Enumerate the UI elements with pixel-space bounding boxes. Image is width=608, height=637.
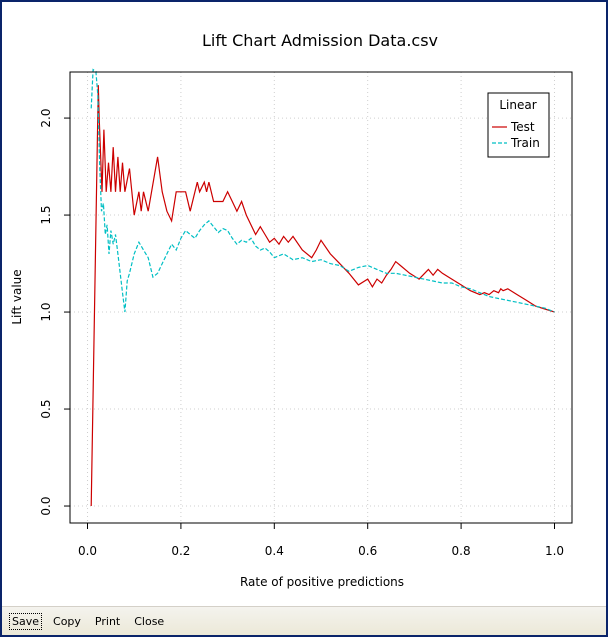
chart-title: Lift Chart Admission Data.csv bbox=[202, 31, 438, 50]
x-tick-label: 0.4 bbox=[265, 544, 284, 558]
legend-box bbox=[487, 92, 550, 158]
y-tick-label: 2.0 bbox=[39, 109, 53, 128]
legend-label-train: Train bbox=[510, 136, 540, 150]
button-bar: Save Copy Print Close bbox=[2, 606, 606, 635]
x-axis-label: Rate of positive predictions bbox=[240, 575, 404, 589]
series-layer bbox=[90, 68, 555, 507]
x-tick-label: 0.6 bbox=[358, 544, 377, 558]
legend-title: Linear bbox=[499, 98, 536, 112]
legend-label-test: Test bbox=[510, 120, 535, 134]
x-tick-label: 0.0 bbox=[78, 544, 97, 558]
y-tick-label: 0.5 bbox=[39, 399, 53, 418]
x-axis: 0.0 0.2 0.4 0.6 0.8 1.0 bbox=[78, 522, 564, 558]
save-button[interactable]: Save bbox=[8, 612, 43, 630]
close-button[interactable]: Close bbox=[134, 614, 165, 628]
series-line-test bbox=[90, 85, 555, 507]
y-axis-label: Lift value bbox=[10, 269, 24, 324]
y-tick-label: 0.0 bbox=[39, 496, 53, 515]
print-button[interactable]: Print bbox=[94, 614, 121, 628]
x-tick-label: 0.2 bbox=[171, 544, 190, 558]
y-tick-label: 1.5 bbox=[39, 206, 53, 225]
series-line-train bbox=[90, 68, 555, 313]
x-tick-label: 0.8 bbox=[452, 544, 471, 558]
legend: Linear Test Train bbox=[487, 92, 550, 158]
y-axis: 0.0 0.5 1.0 1.5 2.0 bbox=[39, 109, 70, 516]
copy-button[interactable]: Copy bbox=[53, 614, 81, 628]
x-tick-label: 1.0 bbox=[545, 544, 564, 558]
y-tick-label: 1.0 bbox=[39, 303, 53, 322]
lift-chart: Lift Chart Admission Data.csv 0.0 0.2 0.4 0… bbox=[10, 31, 573, 589]
